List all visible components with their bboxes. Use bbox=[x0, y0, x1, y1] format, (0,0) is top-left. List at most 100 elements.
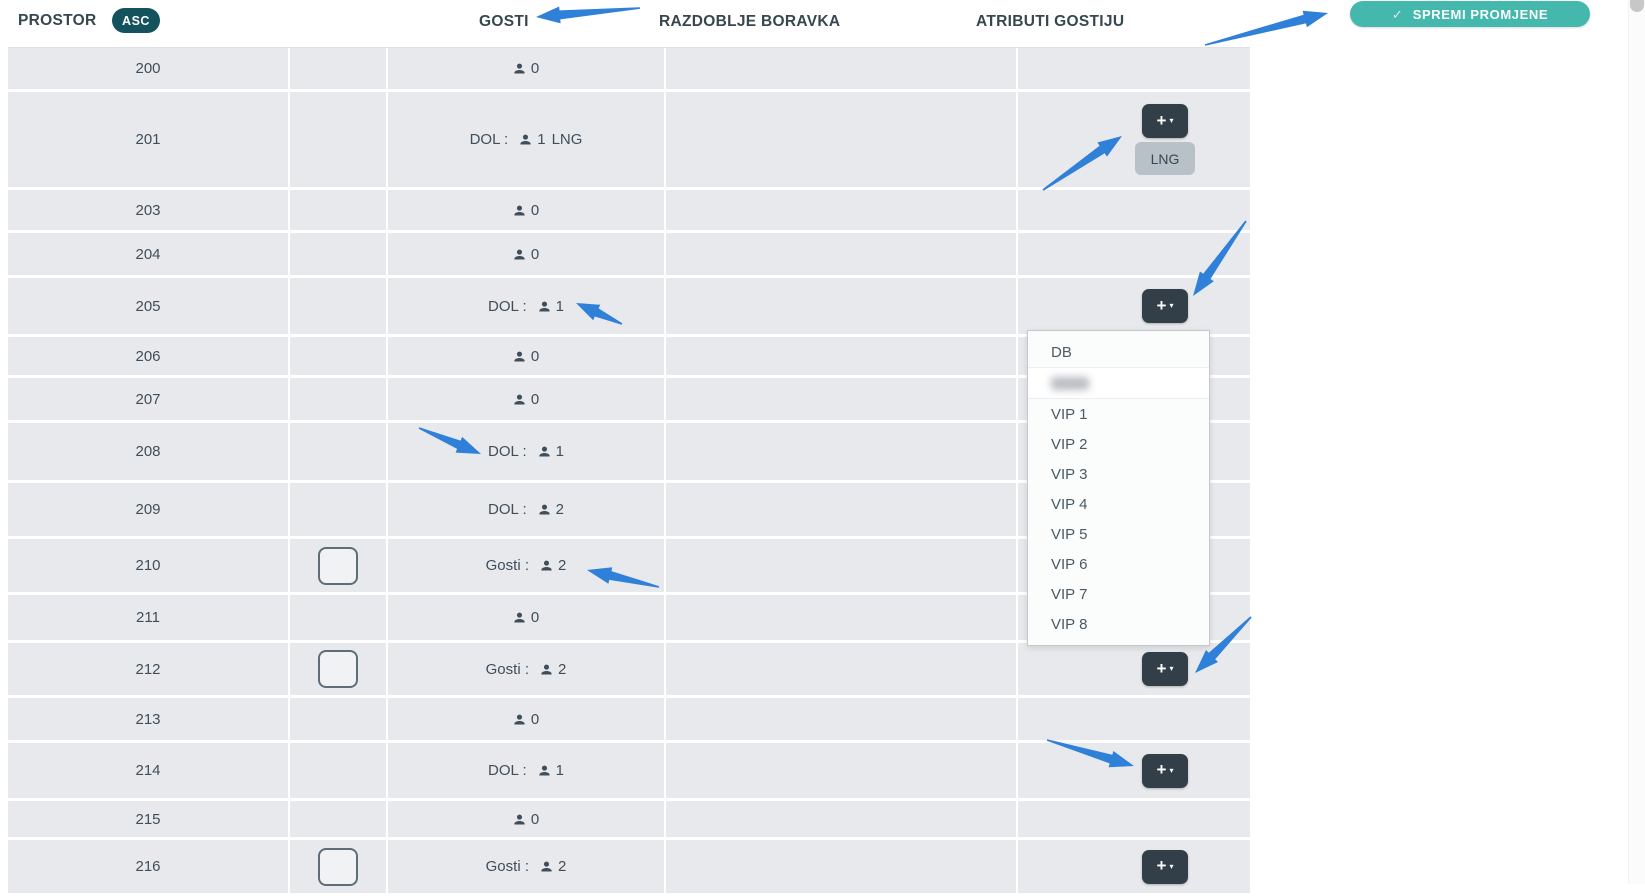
add-attribute-button[interactable]: + ▾ bbox=[1142, 652, 1188, 686]
stay-period-cell bbox=[666, 840, 1018, 893]
guest-attributes-cell bbox=[1018, 48, 1250, 89]
person-icon bbox=[520, 134, 531, 145]
stay-period-cell bbox=[666, 378, 1018, 420]
guest-count: 0 bbox=[530, 609, 540, 626]
dropdown-item-vip-6[interactable]: VIP 6 bbox=[1028, 549, 1209, 579]
guest-attributes-cell: + ▾ LNG bbox=[1018, 92, 1250, 187]
person-icon bbox=[514, 714, 525, 724]
guest-source-label: Gosti : bbox=[485, 557, 529, 574]
plus-icon: + bbox=[1156, 295, 1167, 315]
plus-icon: + bbox=[1156, 658, 1167, 678]
stay-period-cell bbox=[666, 337, 1018, 375]
room-number: 209 bbox=[135, 501, 161, 518]
guests-cell: 0 bbox=[388, 801, 666, 837]
room-number: 204 bbox=[135, 245, 161, 263]
room-checkbox[interactable] bbox=[318, 546, 358, 585]
stay-period-cell bbox=[666, 595, 1018, 640]
person-icon bbox=[514, 351, 525, 361]
add-attribute-button[interactable]: + ▾ bbox=[1142, 289, 1188, 323]
dropdown-item-vip-1[interactable]: VIP 1 bbox=[1028, 399, 1209, 429]
add-attribute-button[interactable]: + ▾ bbox=[1142, 104, 1188, 138]
plus-icon: + bbox=[1156, 760, 1167, 779]
scrollbar-thumb[interactable] bbox=[1630, 0, 1644, 12]
room-checkbox[interactable] bbox=[318, 847, 358, 886]
stay-period-cell bbox=[666, 483, 1018, 536]
scrollbar-track[interactable] bbox=[1628, 0, 1645, 884]
person-icon bbox=[514, 249, 525, 259]
guest-source-label: DOL : bbox=[488, 443, 527, 460]
dropdown-item-vip-2[interactable]: VIP 2 bbox=[1028, 429, 1209, 459]
sort-asc-badge[interactable]: ASC bbox=[112, 8, 160, 33]
dropdown-item-redacted[interactable] bbox=[1028, 367, 1209, 399]
stay-period-cell bbox=[666, 233, 1018, 275]
dropdown-item-db[interactable]: DB bbox=[1028, 337, 1209, 367]
dropdown-item-vip-3[interactable]: VIP 3 bbox=[1028, 459, 1209, 489]
guest-source-label: DOL : bbox=[488, 762, 527, 779]
table-row-203: 203 0 bbox=[8, 190, 1250, 233]
room-checkbox[interactable] bbox=[318, 650, 358, 688]
checkbox-cell bbox=[290, 698, 388, 740]
column-header-razdoblje-boravka: RAZDOBLJE BORAVKA bbox=[659, 13, 841, 30]
guest-source-label: DOL : bbox=[488, 297, 527, 315]
guests-cell: Gosti : 2 bbox=[388, 643, 666, 695]
room-number-cell: 215 bbox=[8, 801, 290, 837]
checkbox-cell bbox=[290, 92, 388, 187]
guests-cell: DOL : 1 bbox=[388, 278, 666, 334]
stay-period-cell bbox=[666, 423, 1018, 480]
guests-cell: 0 bbox=[388, 595, 666, 640]
dropdown-item-vip-8[interactable]: VIP 8 bbox=[1028, 609, 1209, 639]
dropdown-item-vip-4[interactable]: VIP 4 bbox=[1028, 489, 1209, 519]
table-row-213: 213 0 bbox=[8, 698, 1250, 743]
person-icon bbox=[539, 765, 550, 776]
dropdown-item-label: DB bbox=[1051, 343, 1072, 361]
room-number: 211 bbox=[136, 609, 160, 626]
checkbox-cell bbox=[290, 278, 388, 334]
checkbox-cell bbox=[290, 337, 388, 375]
add-attribute-button[interactable]: + ▾ bbox=[1142, 753, 1188, 788]
room-number-cell: 210 bbox=[8, 539, 290, 592]
dropdown-item-label: VIP 6 bbox=[1051, 555, 1088, 573]
chevron-down-icon: ▾ bbox=[1169, 765, 1174, 775]
person-icon bbox=[514, 394, 525, 404]
checkbox-cell bbox=[290, 483, 388, 536]
room-number-cell: 211 bbox=[8, 595, 290, 640]
person-icon bbox=[541, 560, 552, 571]
checkbox-cell bbox=[290, 190, 388, 230]
checkbox-cell bbox=[290, 423, 388, 480]
guests-cell: DOL : 1 LNG bbox=[388, 92, 666, 187]
guest-count: 0 bbox=[530, 810, 540, 828]
guest-attributes-cell: + ▾ bbox=[1018, 840, 1250, 893]
stay-period-cell bbox=[666, 801, 1018, 837]
checkbox-cell bbox=[290, 840, 388, 893]
gosti-header-arrow bbox=[536, 6, 641, 24]
plus-icon: + bbox=[1156, 856, 1167, 875]
checkbox-cell bbox=[290, 48, 388, 89]
room-number: 208 bbox=[135, 443, 161, 460]
table-row-215: 215 0 bbox=[8, 801, 1250, 840]
guests-cell: 0 bbox=[388, 48, 666, 89]
dropdown-item-vip-5[interactable]: VIP 5 bbox=[1028, 519, 1209, 549]
save-changes-button[interactable]: ✓ SPREMI PROMJENE bbox=[1350, 1, 1590, 27]
add-attribute-button[interactable]: + ▾ bbox=[1142, 849, 1188, 884]
guests-cell: DOL : 2 bbox=[388, 483, 666, 536]
checkbox-cell bbox=[290, 233, 388, 275]
dropdown-item-label: VIP 5 bbox=[1051, 525, 1088, 543]
dropdown-item-vip-7[interactable]: VIP 7 bbox=[1028, 579, 1209, 609]
guest-count: 2 bbox=[558, 858, 567, 875]
guest-attributes-cell bbox=[1018, 801, 1250, 837]
room-number-cell: 209 bbox=[8, 483, 290, 536]
dropdown-item-label: VIP 4 bbox=[1051, 495, 1088, 513]
attribute-chip-lng[interactable]: LNG bbox=[1135, 142, 1195, 175]
guest-count: 1 bbox=[555, 762, 564, 779]
guest-count: 0 bbox=[530, 60, 540, 77]
guests-cell: 0 bbox=[388, 190, 666, 230]
column-header-prostor[interactable]: PROSTOR bbox=[18, 12, 97, 29]
person-icon bbox=[514, 205, 525, 215]
person-icon bbox=[514, 814, 525, 824]
dropdown-item-label: VIP 2 bbox=[1051, 435, 1088, 453]
person-icon bbox=[539, 446, 550, 457]
guest-count: 2 bbox=[558, 557, 567, 574]
room-number: 216 bbox=[135, 858, 161, 875]
guests-cell: DOL : 1 bbox=[388, 423, 666, 480]
room-number-cell: 200 bbox=[8, 48, 290, 89]
